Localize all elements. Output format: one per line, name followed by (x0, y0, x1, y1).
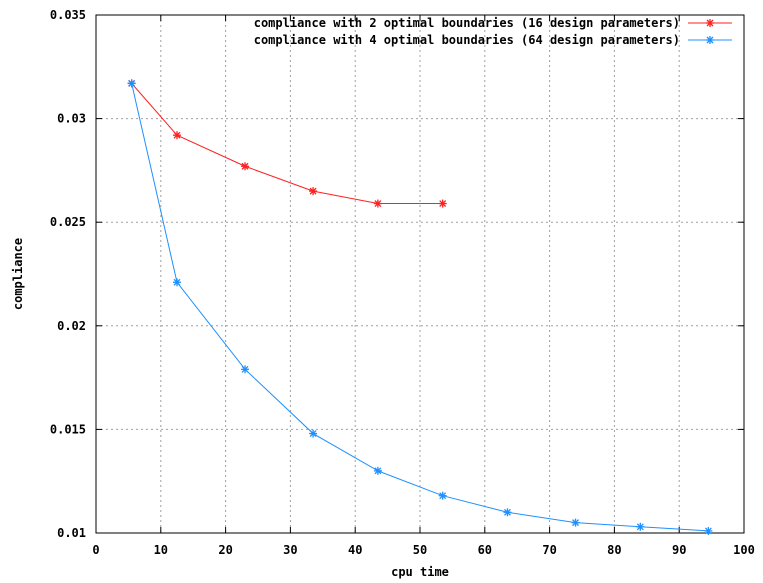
legend-label: compliance with 2 optimal boundaries (16… (254, 16, 680, 30)
x-tick-label: 100 (733, 543, 755, 557)
x-tick-label: 50 (413, 543, 427, 557)
series-1-point (373, 199, 382, 208)
y-tick-label: 0.02 (57, 319, 86, 333)
series-2-line (131, 83, 709, 532)
x-tick-label: 20 (218, 543, 232, 557)
axis-ticks (95, 14, 745, 534)
series-2-point (704, 526, 713, 535)
x-tick-label: 60 (478, 543, 492, 557)
y-tick-label: 0.035 (50, 8, 86, 22)
series-1-line (131, 83, 443, 205)
legend-label: compliance with 4 optimal boundaries (64… (254, 33, 680, 47)
legend-marker (706, 36, 714, 44)
series-1 (127, 79, 447, 208)
y-tick-label: 0.01 (57, 526, 86, 540)
y-tick-label: 0.025 (50, 215, 86, 229)
series-2-point (173, 278, 181, 287)
series-2-point (503, 508, 512, 517)
x-axis-tick-labels: 0 10 20 30 40 50 60 70 80 90 100 (92, 543, 754, 557)
x-tick-label: 10 (154, 543, 168, 557)
legend-item-2: compliance with 4 optimal boundaries (64… (254, 33, 732, 47)
series-2-point (127, 79, 136, 88)
series-2-point (309, 429, 318, 438)
y-tick-label: 0.03 (57, 112, 86, 126)
legend-item-1: compliance with 2 optimal boundaries (16… (254, 16, 732, 30)
x-tick-label: 80 (607, 543, 621, 557)
series-layer (127, 79, 713, 535)
series-1-point (173, 131, 181, 140)
y-axis-label: compliance (11, 238, 25, 310)
x-tick-label: 90 (672, 543, 686, 557)
y-axis-tick-labels: 0.01 0.015 0.02 0.025 0.03 0.035 (50, 8, 86, 540)
series-2-point (438, 491, 447, 500)
x-tick-label: 30 (283, 543, 297, 557)
series-2-point (571, 518, 580, 527)
x-tick-label: 70 (542, 543, 556, 557)
series-2-point (373, 466, 382, 475)
y-tick-label: 0.015 (50, 422, 86, 436)
grid (96, 15, 744, 533)
series-2-point (241, 365, 250, 374)
x-tick-label: 40 (348, 543, 362, 557)
x-tick-label: 0 (92, 543, 99, 557)
series-1-point (438, 199, 447, 208)
series-1-point (241, 162, 250, 171)
series-1-point (309, 187, 318, 196)
series-2-point (636, 522, 645, 531)
legend: compliance with 2 optimal boundaries (16… (254, 16, 732, 47)
x-axis-label: cpu time (391, 565, 449, 579)
legend-marker (706, 19, 714, 27)
series-2 (127, 79, 713, 535)
